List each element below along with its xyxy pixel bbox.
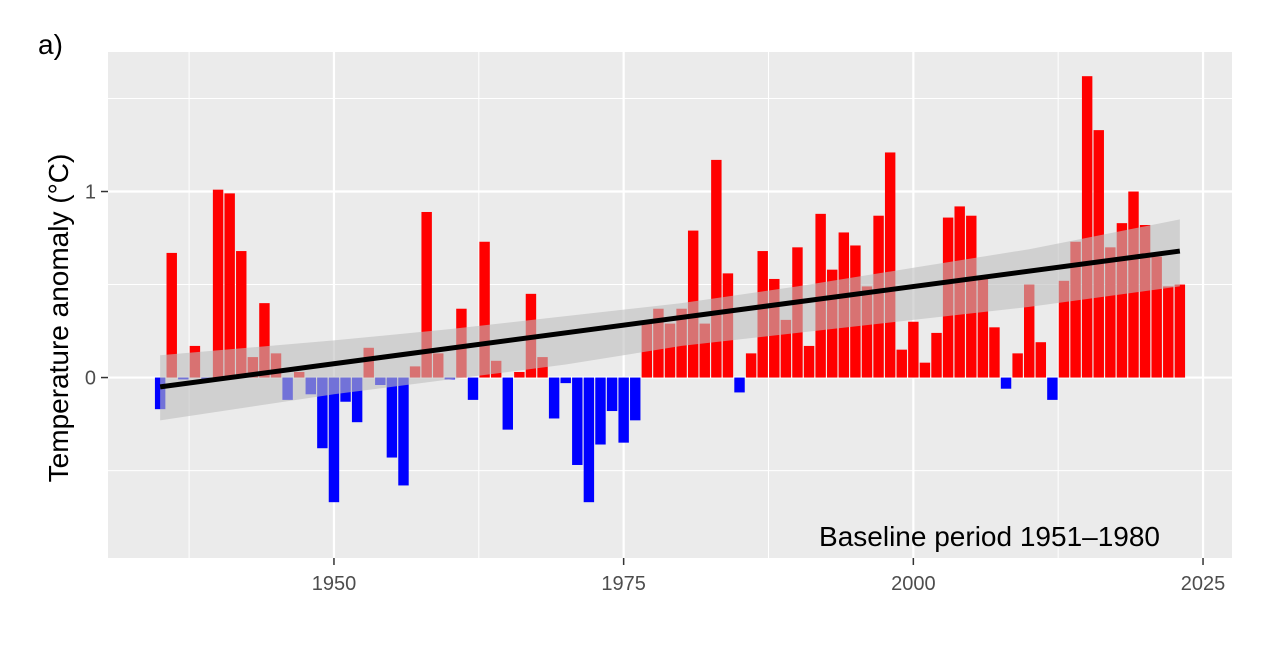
x-tick-label: 1975: [601, 573, 646, 595]
anomaly-bar: [224, 193, 235, 378]
anomaly-bar: [259, 303, 270, 378]
anomaly-bar: [919, 362, 931, 378]
anomaly-bar: [1070, 241, 1081, 378]
x-axis-ticks: 1950 1975 2000 2025: [312, 558, 1226, 595]
anomaly-bar: [745, 353, 757, 378]
y-axis-title: Temperature anomaly (°C): [43, 154, 74, 483]
anomaly-bar: [1058, 280, 1070, 378]
anomaly-bar: [1047, 377, 1058, 400]
anomaly-bar: [908, 321, 919, 378]
anomaly-bar: [734, 377, 745, 393]
anomaly-bar: [664, 323, 676, 378]
anomaly-bar: [780, 319, 792, 378]
anomaly-bar: [1024, 284, 1035, 378]
anomaly-bar: [699, 323, 710, 378]
anomaly-bar: [398, 377, 409, 486]
anomaly-bar: [977, 278, 989, 378]
anomaly-bar: [1105, 247, 1116, 378]
y-tick-label: 1: [85, 182, 96, 204]
x-tick-label: 1950: [312, 573, 357, 595]
anomaly-bar: [1116, 223, 1128, 378]
trend-line: [159, 248, 1181, 390]
anomaly-bar: [467, 377, 479, 400]
anomaly-bar: [166, 252, 177, 378]
anomaly-bar: [1151, 256, 1162, 378]
anomaly-bar: [1000, 377, 1012, 389]
anomaly-bar: [351, 377, 363, 423]
anomaly-bar: [618, 377, 629, 443]
anomaly-bar: [514, 371, 525, 378]
anomaly-bar: [630, 377, 641, 421]
anomaly-bar: [606, 377, 618, 412]
panel-label: a): [38, 29, 63, 60]
anomaly-bar: [1163, 286, 1174, 378]
anomaly-bar: [317, 377, 328, 449]
anomaly-bar: [931, 332, 942, 378]
anomaly-bar: [548, 377, 560, 419]
baseline-annotation: Baseline period 1951–1980: [819, 521, 1160, 552]
anomaly-bar: [386, 377, 398, 458]
y-tick-label: 0: [85, 368, 96, 390]
anomaly-bar: [572, 377, 583, 465]
anomaly-bar: [1081, 76, 1093, 378]
anomaly-bar: [884, 152, 896, 378]
anomaly-bar: [212, 189, 224, 378]
anomaly-bar: [502, 377, 513, 430]
anomaly-bar: [479, 241, 490, 378]
anomaly-bar: [803, 345, 815, 378]
anomaly-bar: [328, 377, 340, 503]
anomaly-bar: [711, 159, 722, 378]
anomaly-bar: [1012, 353, 1023, 378]
anomaly-bar: [595, 377, 606, 445]
anomaly-bar: [1139, 225, 1151, 378]
anomaly-bar: [1035, 342, 1047, 378]
anomaly-bar: [583, 377, 595, 503]
anomaly-bar: [236, 251, 247, 378]
x-tick-label: 2025: [1181, 573, 1226, 595]
anomaly-bar: [421, 211, 432, 378]
y-axis-ticks: 01: [85, 182, 108, 390]
x-tick-label: 2000: [891, 573, 936, 595]
anomaly-bar: [896, 349, 907, 378]
anomaly-bar: [861, 286, 873, 378]
anomaly-bar: [1174, 284, 1186, 378]
anomaly-bar: [989, 327, 1000, 378]
anomaly-bar: [560, 377, 571, 384]
